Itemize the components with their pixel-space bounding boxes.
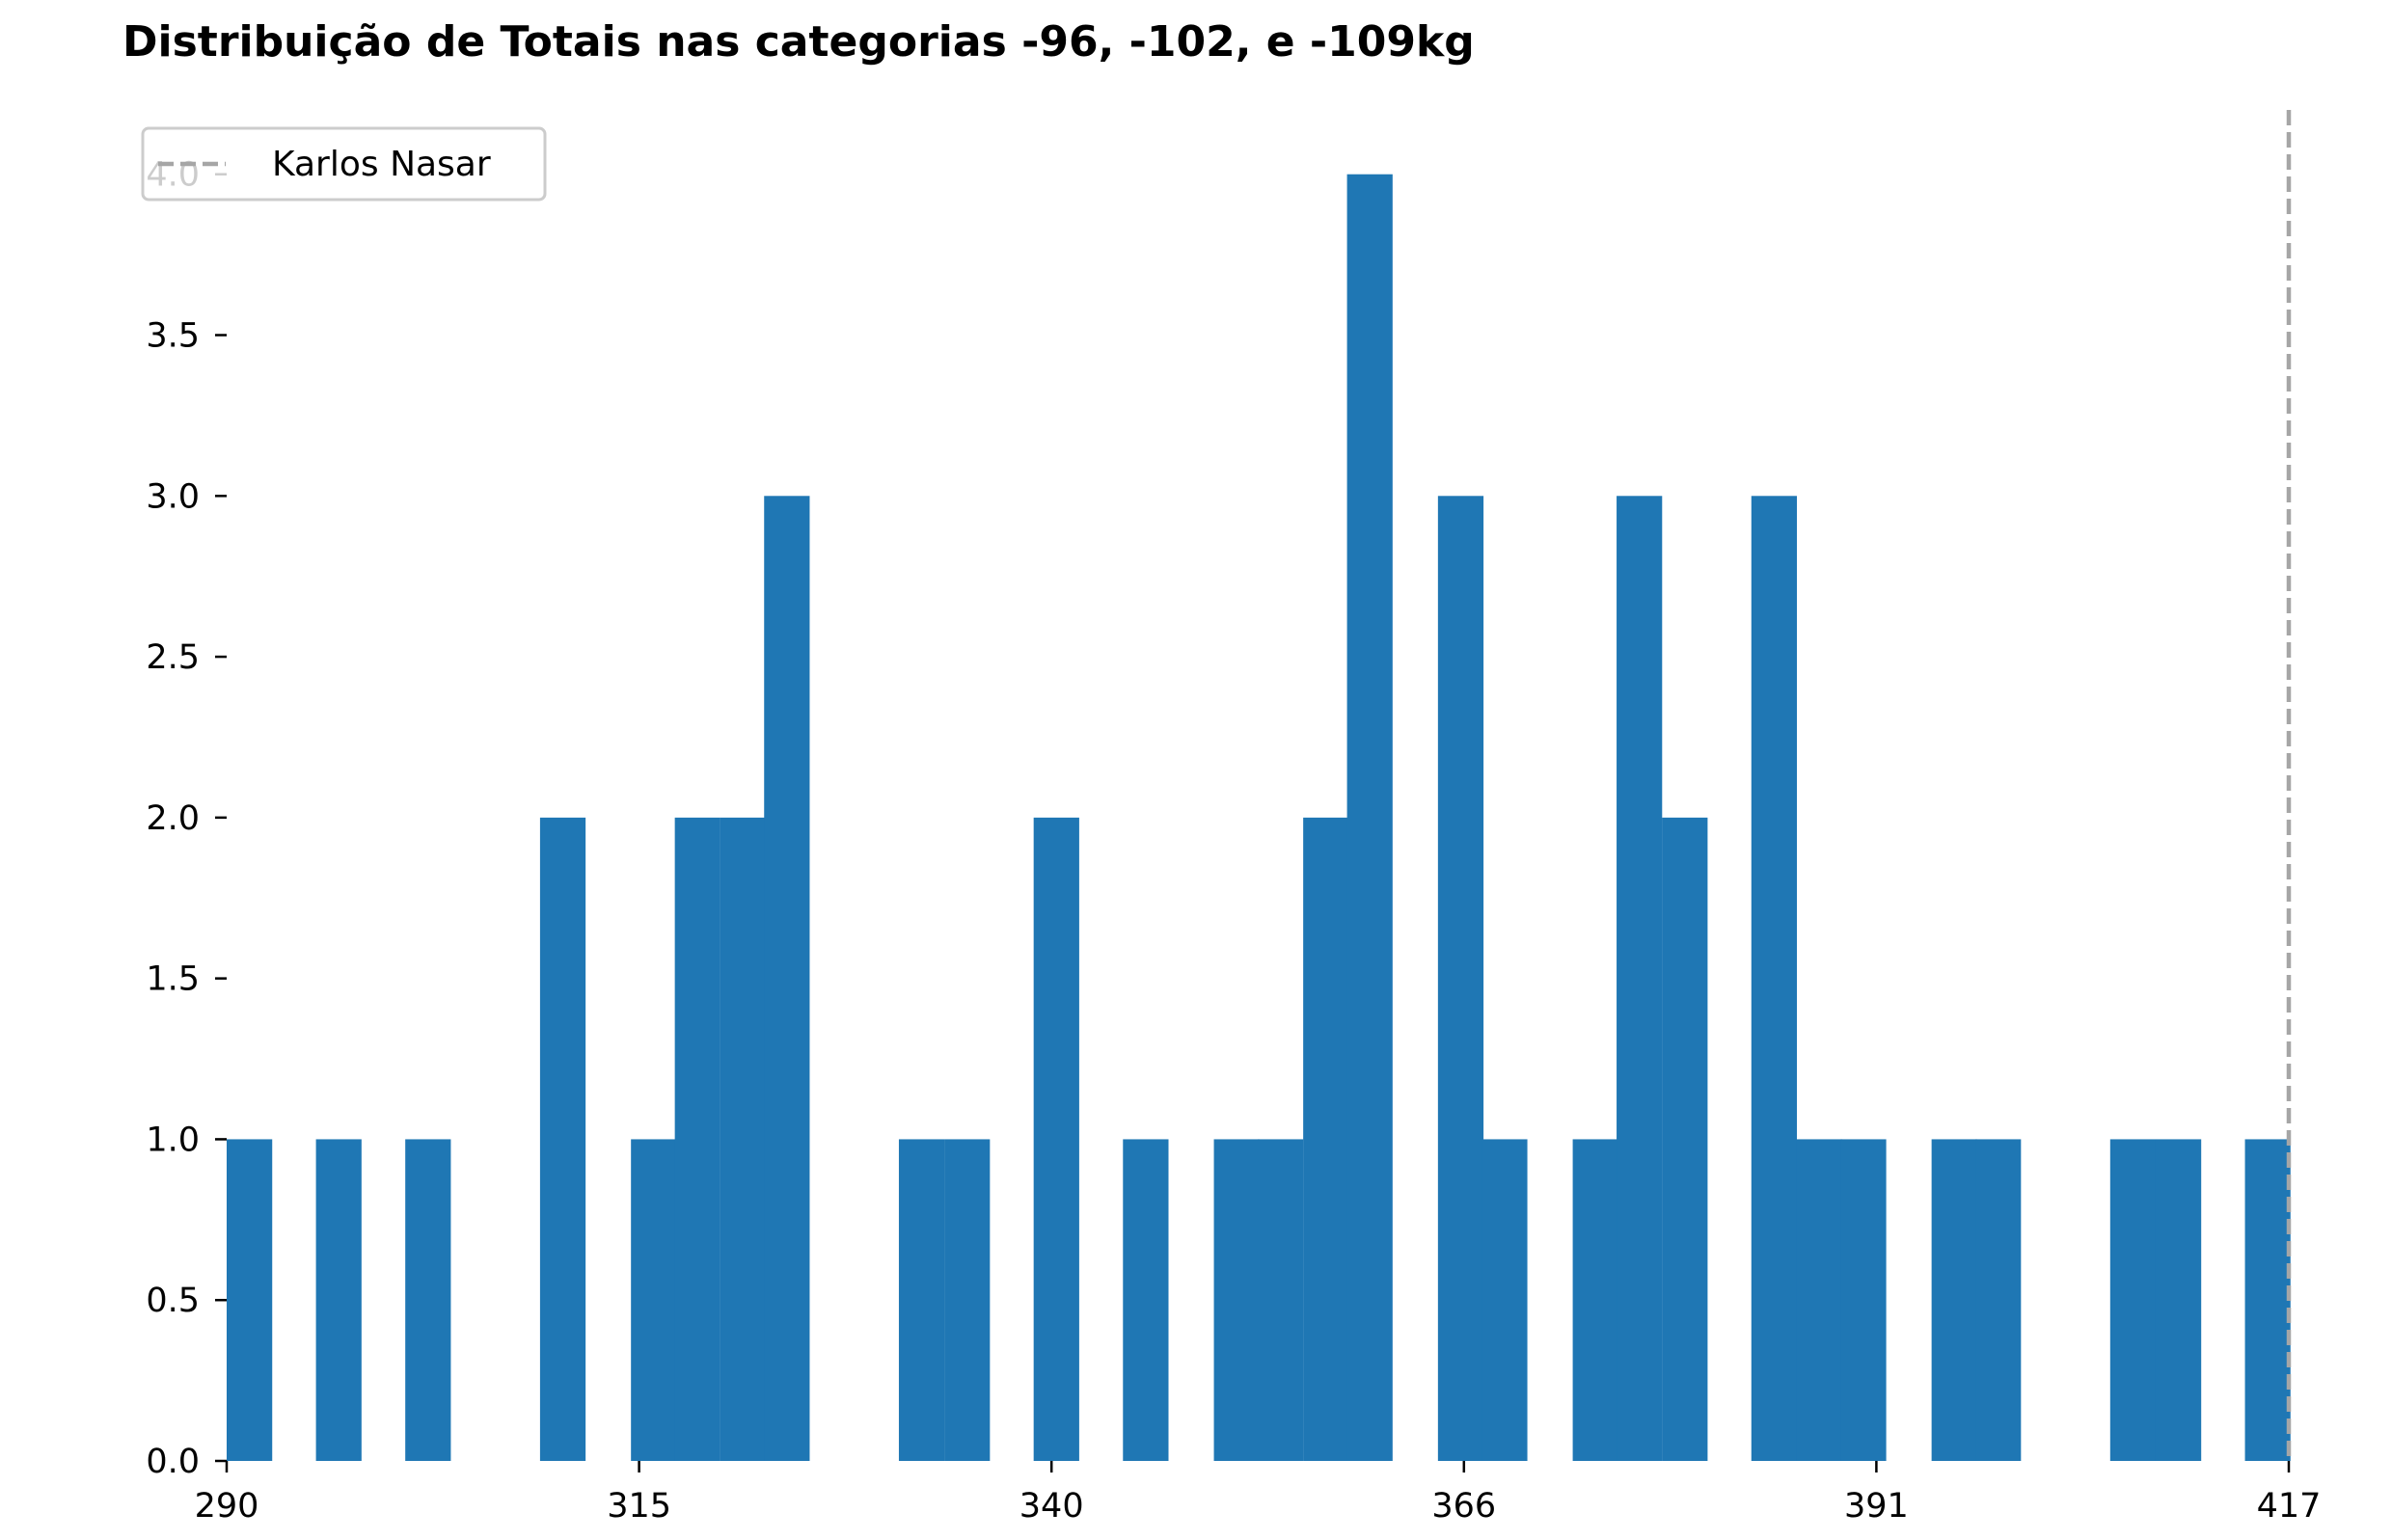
- histogram-bar-45: [2244, 1139, 2291, 1461]
- legend-label: Karlos Nasar: [272, 145, 491, 184]
- histogram-bar-0: [227, 1139, 273, 1461]
- legend-frame: [141, 126, 547, 202]
- histogram-bar-32: [1662, 817, 1708, 1461]
- histogram-bars: [227, 174, 2291, 1462]
- x-tick-label-5: 417: [2257, 1487, 2322, 1526]
- histogram-bar-22: [1213, 1139, 1260, 1461]
- histogram-bar-31: [1617, 496, 1663, 1461]
- chart-title: Distribuição de Totais nas categorias -9…: [122, 17, 1475, 67]
- histogram-bar-18: [1033, 817, 1079, 1461]
- histogram-bar-38: [1931, 1139, 1977, 1461]
- x-tick-label-4: 391: [1844, 1487, 1909, 1526]
- histogram-bar-4: [405, 1139, 451, 1461]
- histogram-bar-9: [631, 1139, 677, 1461]
- histogram-bar-11: [720, 817, 766, 1461]
- histogram-bar-36: [1840, 1139, 1887, 1461]
- x-tick-label-1: 315: [607, 1487, 671, 1526]
- histogram-bar-43: [2155, 1139, 2202, 1461]
- histogram-bar-16: [944, 1139, 991, 1461]
- histogram-bar-12: [764, 496, 810, 1461]
- legend: Karlos Nasar: [141, 126, 547, 202]
- y-axis: 0.00.51.01.52.02.53.03.54.0: [146, 156, 227, 1481]
- x-tick-label-2: 340: [1019, 1487, 1084, 1526]
- histogram-bar-28: [1481, 1139, 1528, 1461]
- histogram-bar-34: [1751, 496, 1797, 1461]
- histogram-bar-35: [1796, 1139, 1843, 1461]
- x-axis: 290 315 340 366 391 417: [195, 1461, 2322, 1526]
- histogram-bar-30: [1572, 1139, 1618, 1461]
- x-tick-label-3: 366: [1431, 1487, 1496, 1526]
- histogram-bar-15: [898, 1139, 945, 1461]
- histogram-bar-20: [1123, 1139, 1169, 1461]
- histogram-bar-2: [315, 1139, 362, 1461]
- histogram-bar-24: [1303, 817, 1349, 1461]
- histogram-bar-10: [674, 817, 720, 1461]
- y-tick-label-2: 1.0: [146, 1121, 200, 1159]
- y-tick-label-1: 0.5: [146, 1282, 200, 1320]
- histogram-bar-25: [1346, 174, 1393, 1462]
- x-tick-label-0: 290: [195, 1487, 259, 1526]
- histogram-bar-42: [2109, 1139, 2157, 1461]
- y-tick-label-4: 2.0: [146, 799, 200, 838]
- y-tick-label-3: 1.5: [146, 960, 200, 999]
- y-tick-label-0: 0.0: [146, 1443, 200, 1481]
- y-tick-label-6: 3.0: [146, 477, 200, 516]
- histogram-bar-23: [1258, 1139, 1304, 1461]
- y-tick-label-7: 3.5: [146, 317, 200, 356]
- y-tick-label-5: 2.5: [146, 638, 200, 677]
- histogram-bar-7: [539, 817, 586, 1461]
- histogram-bar-27: [1437, 496, 1484, 1461]
- histogram-bar-39: [1975, 1139, 2022, 1461]
